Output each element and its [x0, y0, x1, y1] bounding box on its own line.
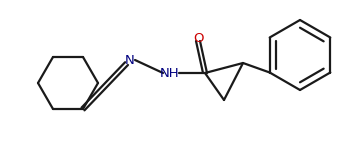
Text: O: O: [193, 31, 203, 45]
Text: N: N: [125, 54, 135, 66]
Text: NH: NH: [160, 66, 180, 80]
